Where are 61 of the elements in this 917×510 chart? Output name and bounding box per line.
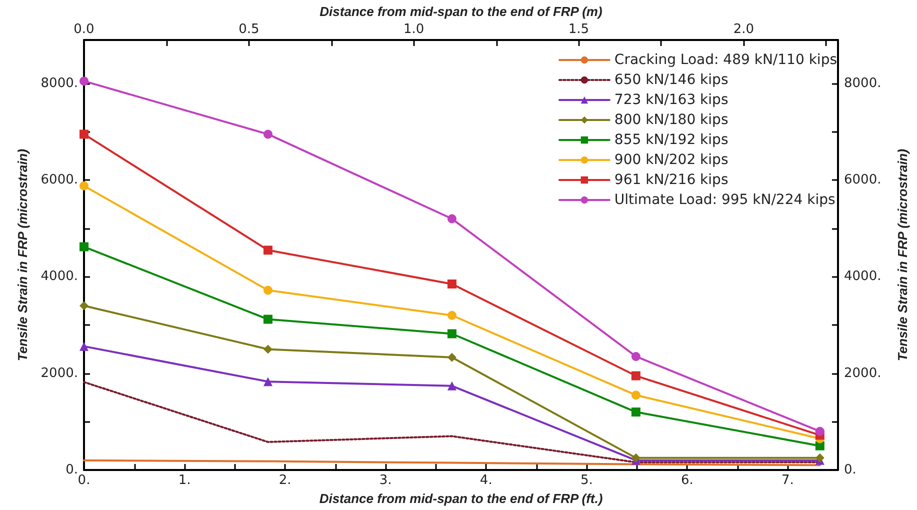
- point: [631, 371, 640, 380]
- point: [263, 314, 272, 324]
- point: [263, 130, 272, 139]
- x-tick-label: 6.: [680, 473, 694, 488]
- point: [263, 286, 272, 295]
- point: [631, 453, 640, 462]
- x2-tick-label: 1.5: [568, 22, 590, 37]
- x2-tick-label: 0.5: [238, 22, 260, 37]
- legend-label: 800 kN/180 kips: [614, 112, 728, 128]
- y2-axis-title: Tensile Strain in FRP (microstrain): [895, 148, 910, 362]
- point: [447, 310, 456, 320]
- x2-axis-title: Distance from mid-span to the end of FRP (m): [320, 4, 602, 19]
- x-axis-title: Distance from mid-span to the end of FRP (ft.): [319, 491, 603, 506]
- y-axis-title: Tensile Strain in FRP (microstrain): [15, 148, 30, 362]
- point: [80, 130, 88, 139]
- y-tick-label: 2000.: [40, 366, 78, 381]
- x2-tick-label: 0.0: [74, 22, 94, 37]
- point: [815, 441, 824, 450]
- x2-tick-label: 1.0: [403, 22, 424, 37]
- point: [80, 181, 88, 190]
- legend-label: 723 kN/163 kips: [614, 92, 728, 108]
- point: [815, 426, 824, 436]
- x-tick-label: 5.: [580, 473, 593, 488]
- point: [80, 342, 88, 351]
- x-tick-label: 4.: [480, 473, 492, 488]
- point: [631, 390, 640, 400]
- point: [447, 352, 456, 362]
- point: [631, 408, 640, 417]
- y-tick-label: 6000.: [40, 172, 78, 188]
- x2-tick-label: 2.0: [733, 22, 754, 37]
- y-tick-label: 8000.: [40, 76, 78, 91]
- legend-label: Cracking Load: 489 kN/110 kips: [614, 52, 838, 68]
- point: [447, 214, 456, 224]
- point: [80, 301, 88, 310]
- y2-tick-label: 0.: [844, 462, 856, 478]
- point: [447, 329, 456, 338]
- legend-label: 961 kN/216 kips: [614, 172, 728, 188]
- point: [80, 242, 88, 252]
- point: [815, 453, 824, 462]
- legend-label: Ultimate Load: 995 kN/224 kips: [614, 192, 836, 208]
- y2-tick-label: 8000.: [844, 76, 882, 91]
- point: [263, 344, 272, 354]
- legend-label: 650 kN/146 kips: [614, 72, 728, 88]
- point: [80, 76, 88, 86]
- x-tick-label: 3.: [379, 473, 392, 488]
- point: [263, 246, 272, 255]
- legend-label: 900 kN/202 kips: [614, 152, 728, 168]
- point: [447, 381, 456, 390]
- y-tick-label: 0.: [66, 462, 78, 478]
- x-tick-label: 2.: [278, 473, 292, 488]
- x-tick-label: 1.: [178, 473, 191, 488]
- point: [631, 352, 640, 361]
- y2-tick-label: 4000.: [844, 269, 882, 284]
- y-tick-label: 4000.: [40, 269, 78, 284]
- legend-label: 855 kN/192 kips: [614, 132, 728, 148]
- x-tick-label: 0.: [78, 473, 90, 488]
- point: [263, 377, 272, 386]
- y2-tick-label: 6000.: [844, 172, 882, 188]
- x-tick-label: 7.: [782, 473, 794, 488]
- y2-tick-label: 2000.: [844, 366, 882, 381]
- point: [447, 279, 456, 288]
